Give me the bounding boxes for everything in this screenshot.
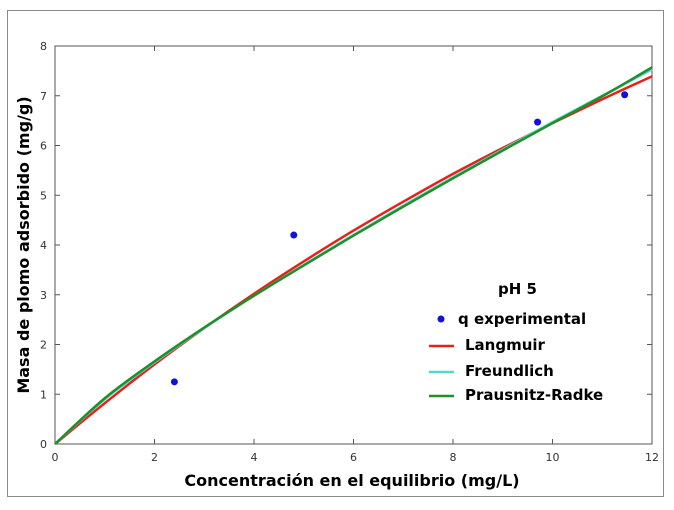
axis-ticks xyxy=(54,45,653,445)
fit-lines xyxy=(54,66,653,445)
plot-area xyxy=(54,45,653,445)
x-tick-label-4: 8 xyxy=(450,451,457,464)
x-tick-label-3: 6 xyxy=(350,451,357,464)
y-axis-title: Masa de plomo adsorbido (mg/g) xyxy=(14,96,33,393)
y-tick-label-1: 1 xyxy=(40,388,47,401)
data-point-1 xyxy=(290,231,298,239)
y-tick-label-2: 2 xyxy=(40,339,47,352)
legend-label-prausnitz-radke: Prausnitz-Radke xyxy=(465,386,603,404)
series-line-prausnitz-radke xyxy=(54,66,653,445)
y-tick-label-8: 8 xyxy=(40,40,47,53)
x-axis-title: Concentración en el equilibrio (mg/L) xyxy=(184,471,519,490)
y-tick-label-3: 3 xyxy=(40,289,47,302)
data-point-3 xyxy=(621,91,629,99)
x-tick-label-2: 4 xyxy=(251,451,258,464)
data-point-0 xyxy=(170,378,178,386)
y-tick-label-4: 4 xyxy=(40,239,47,252)
x-tick-labels: 0 2 4 6 8 10 12 xyxy=(52,451,660,464)
x-tick-label-0: 0 xyxy=(52,451,59,464)
data-point-2 xyxy=(534,118,542,126)
legend-title: pH 5 xyxy=(498,280,537,298)
x-tick-label-6: 12 xyxy=(645,451,659,464)
y-tick-labels: 0 1 2 3 4 5 6 7 8 xyxy=(40,40,47,451)
legend-marker-q-experimental xyxy=(437,315,445,323)
x-tick-label-5: 10 xyxy=(546,451,560,464)
y-tick-label-6: 6 xyxy=(40,140,47,153)
chart-frame xyxy=(7,10,664,497)
y-tick-label-7: 7 xyxy=(40,90,47,103)
y-tick-label-0: 0 xyxy=(40,438,47,451)
x-tick-label-1: 2 xyxy=(151,451,158,464)
experimental-points xyxy=(170,91,629,386)
legend-label-freundlich: Freundlich xyxy=(465,362,554,380)
legend-label-q-experimental: q experimental xyxy=(458,310,586,328)
legend: pH 5 q experimental Langmuir Freundlich … xyxy=(429,280,603,404)
legend-label-langmuir: Langmuir xyxy=(465,336,546,354)
y-tick-label-5: 5 xyxy=(40,189,47,202)
